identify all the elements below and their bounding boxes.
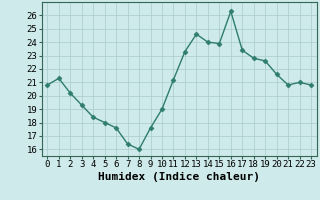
X-axis label: Humidex (Indice chaleur): Humidex (Indice chaleur) [98,172,260,182]
